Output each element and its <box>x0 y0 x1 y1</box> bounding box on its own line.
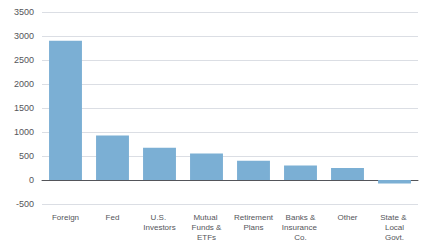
svg-text:3500: 3500 <box>14 7 34 17</box>
svg-text:Insurance: Insurance <box>282 223 319 232</box>
svg-text:ETFs: ETFs <box>197 233 216 242</box>
svg-text:0: 0 <box>29 175 34 185</box>
svg-text:Banks &: Banks & <box>286 213 316 222</box>
svg-text:1000: 1000 <box>14 127 34 137</box>
svg-text:-500: -500 <box>16 199 34 209</box>
svg-text:Plans: Plans <box>243 223 263 232</box>
svg-text:Investors: Investors <box>143 223 175 232</box>
svg-text:Govt.: Govt. <box>385 233 404 242</box>
svg-text:State &: State & <box>380 213 408 222</box>
svg-text:Fed: Fed <box>106 213 120 222</box>
svg-text:Retirement: Retirement <box>234 213 274 222</box>
svg-text:Local: Local <box>385 223 404 232</box>
svg-text:Funds &: Funds & <box>192 223 222 232</box>
svg-text:3000: 3000 <box>14 31 34 41</box>
svg-text:Foreign: Foreign <box>52 213 79 222</box>
svg-text:2000: 2000 <box>14 79 34 89</box>
svg-text:Other: Other <box>337 213 357 222</box>
svg-text:2500: 2500 <box>14 55 34 65</box>
svg-text:500: 500 <box>19 151 34 161</box>
svg-text:Co.: Co. <box>294 233 306 242</box>
svg-text:Mutual: Mutual <box>193 213 219 222</box>
svg-text:1500: 1500 <box>14 103 34 113</box>
svg-text:U.S.: U.S. <box>151 213 169 222</box>
